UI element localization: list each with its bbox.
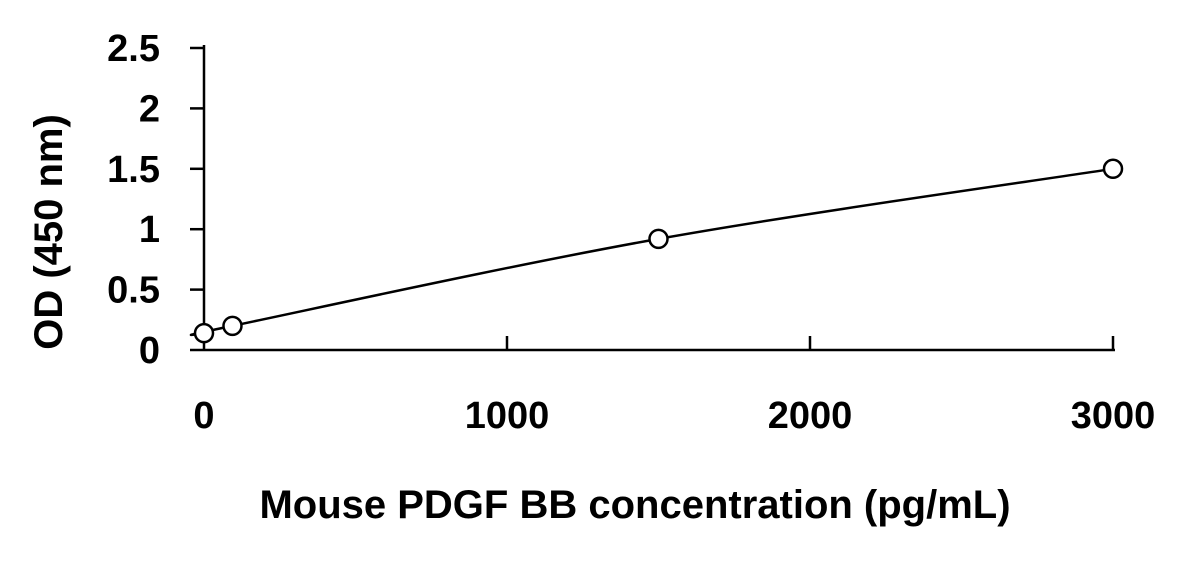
- series-layer: [189, 158, 1124, 344]
- y-tick-label: 0.5: [107, 270, 160, 312]
- x-tick-label: 3000: [1071, 395, 1156, 437]
- y-tick-label: 2: [139, 88, 160, 130]
- data-point: [648, 228, 669, 250]
- y-axis-ticks: 0 0.5 1 1.5 2 2.5: [107, 28, 204, 372]
- x-tick-label: 2000: [768, 395, 853, 437]
- data-point: [1102, 158, 1124, 180]
- data-point: [222, 315, 243, 337]
- x-axis-ticks: 0 1000 2000 3000: [193, 336, 1155, 437]
- y-tick-label: 1: [139, 209, 160, 251]
- x-tick-label: 1000: [465, 395, 550, 437]
- x-axis-title: Mouse PDGF BB concentration (pg/mL): [259, 483, 1010, 527]
- data-point: [193, 322, 215, 344]
- y-tick-label: 1.5: [107, 149, 160, 191]
- y-tick-label: 0: [139, 330, 160, 372]
- y-axis-title: OD (450 nm): [27, 114, 71, 350]
- y-tick-label: 2.5: [107, 28, 160, 70]
- axes: [202, 45, 1115, 352]
- x-tick-label: 0: [193, 395, 214, 437]
- trendline: [189, 167, 1114, 337]
